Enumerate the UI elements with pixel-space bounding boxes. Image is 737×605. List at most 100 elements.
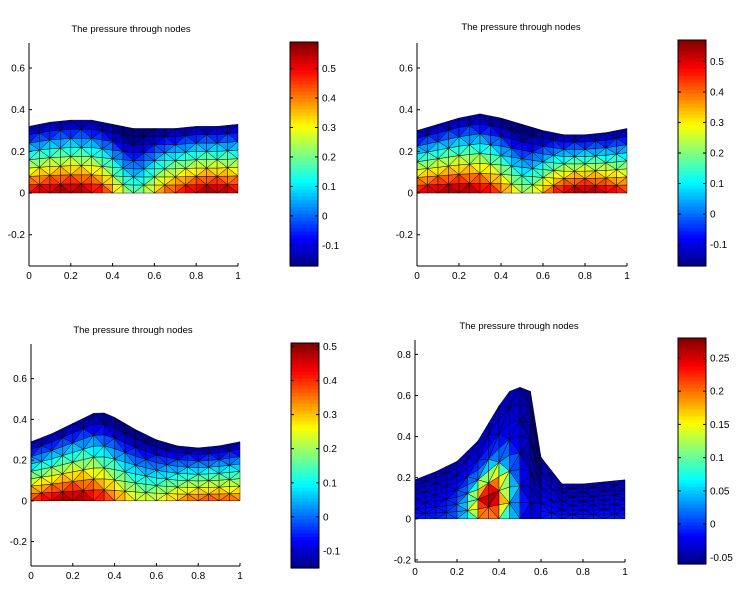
- colorbar-tick-label: 0.4: [322, 94, 336, 105]
- colorbar-band: [678, 202, 706, 207]
- colorbar-band: [291, 353, 319, 358]
- colorbar-band: [678, 156, 706, 161]
- colorbar-band: [291, 543, 319, 548]
- y-tick-label: 0: [407, 189, 413, 200]
- colorbar-band: [678, 191, 706, 196]
- x-tick-label: 0: [412, 567, 418, 578]
- colorbar-tick-label: 0.5: [323, 342, 337, 353]
- colorbar: -0.1 0 0.1 0.2 0.3 0.4 0.5: [290, 342, 341, 569]
- pressure-mesh: [416, 113, 628, 194]
- colorbar-band: [678, 262, 706, 267]
- colorbar-band: [291, 441, 319, 446]
- mesh-triangle: [103, 412, 115, 425]
- colorbar-band: [291, 469, 319, 474]
- mesh-triangle: [456, 450, 468, 462]
- colorbar-band: [290, 122, 318, 127]
- colorbar-band: [290, 220, 318, 225]
- colorbar-band: [678, 167, 706, 172]
- mesh-triangle: [60, 119, 72, 131]
- colorbar-band: [291, 529, 319, 534]
- pressure-mesh: [28, 119, 239, 194]
- colorbar-band: [678, 514, 706, 519]
- colorbar-band: [290, 129, 318, 134]
- mesh-triangle: [39, 121, 51, 134]
- colorbar-band: [290, 91, 318, 96]
- colorbar-band: [678, 362, 706, 367]
- colorbar-band: [678, 405, 706, 410]
- colorbar-band: [678, 181, 706, 186]
- colorbar-band: [678, 227, 706, 232]
- chart-title: The pressure through nodes: [459, 321, 579, 332]
- colorbar-band: [678, 443, 706, 449]
- colorbar-band: [290, 203, 318, 208]
- y-tick-label: 0.6: [399, 64, 413, 75]
- colorbar-band: [678, 89, 706, 94]
- colorbar-band: [678, 532, 706, 537]
- mesh-triangle: [553, 132, 565, 141]
- colorbar-band: [678, 553, 706, 558]
- colorbar-band: [290, 126, 318, 131]
- colorbar-band: [678, 117, 706, 122]
- colorbar-band: [291, 476, 319, 481]
- colorbar-band: [290, 196, 318, 201]
- colorbar-band: [678, 223, 706, 228]
- colorbar-band: [290, 45, 318, 50]
- colorbar-band: [290, 255, 318, 260]
- chart-panel-3: The pressure through nodes 0 0.2 0.4 0.6 0.8 1…: [10, 325, 341, 582]
- colorbar-band: [290, 182, 318, 187]
- colorbar-band: [291, 459, 319, 464]
- colorbar-band: [290, 140, 318, 145]
- y-tick-label: -0.2: [396, 230, 414, 241]
- colorbar-band: [291, 378, 319, 383]
- colorbar-band: [290, 217, 318, 222]
- colorbar-tick-label: -0.1: [322, 241, 340, 252]
- colorbar-band: [678, 412, 706, 417]
- colorbar-tick-label: 0.4: [710, 87, 724, 98]
- colorbar-band: [678, 341, 706, 346]
- colorbar-band: [290, 105, 318, 110]
- colorbar-band: [678, 213, 706, 218]
- colorbar-band: [678, 82, 706, 87]
- colorbar-band: [678, 209, 706, 214]
- colorbar-band: [291, 494, 319, 499]
- mesh-triangle: [122, 126, 134, 135]
- colorbar-frame: [677, 337, 707, 565]
- mesh-triangle: [166, 442, 178, 451]
- y-tick-label: 0.2: [397, 473, 411, 484]
- y-tick-label: 0.4: [13, 415, 27, 426]
- colorbar-band: [290, 189, 318, 194]
- colorbar-band: [290, 245, 318, 250]
- colorbar-band: [678, 521, 706, 526]
- colorbar-band: [678, 525, 706, 530]
- colorbar-band: [291, 374, 319, 379]
- colorbar-band: [290, 59, 318, 64]
- colorbar-band: [678, 503, 706, 509]
- colorbar-band: [678, 135, 706, 140]
- colorbar-band: [678, 160, 706, 165]
- colorbar-tick-label: -0.05: [710, 553, 733, 564]
- colorbar-band: [291, 430, 319, 436]
- colorbar-band: [291, 395, 319, 400]
- colorbar-band: [291, 381, 319, 386]
- colorbar-band: [291, 511, 319, 516]
- colorbar-band: [290, 98, 318, 103]
- colorbar-band: [290, 227, 318, 232]
- colorbar-tick-label: 0: [710, 210, 716, 221]
- colorbar-band: [290, 136, 318, 141]
- colorbar-band: [291, 420, 319, 425]
- colorbar-band: [678, 61, 706, 66]
- colorbar: -0.1 0 0.1 0.2 0.3 0.4 0.5: [289, 41, 340, 267]
- colorbar-band: [678, 177, 706, 182]
- colorbar-band: [678, 92, 706, 98]
- x-tick-label: 1: [622, 567, 628, 578]
- pressure-mesh: [414, 387, 626, 520]
- y-tick-label: -0.2: [10, 537, 28, 548]
- y-tick-label: 0.2: [399, 147, 413, 158]
- colorbar-band: [678, 128, 706, 133]
- colorbar-band: [678, 220, 706, 225]
- colorbar-band: [678, 493, 706, 498]
- mesh-triangle: [490, 115, 502, 126]
- colorbar-band: [291, 525, 319, 530]
- mesh-triangle: [187, 446, 199, 454]
